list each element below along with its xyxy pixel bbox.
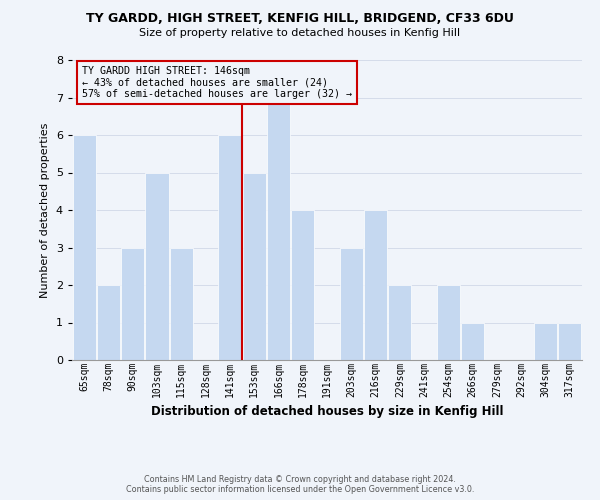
- Bar: [242, 172, 266, 360]
- Bar: [170, 248, 193, 360]
- Y-axis label: Number of detached properties: Number of detached properties: [40, 122, 50, 298]
- Text: Size of property relative to detached houses in Kenfig Hill: Size of property relative to detached ho…: [139, 28, 461, 38]
- Bar: [73, 135, 95, 360]
- Bar: [267, 98, 290, 360]
- Bar: [364, 210, 387, 360]
- Bar: [121, 248, 144, 360]
- Bar: [97, 285, 120, 360]
- Text: TY GARDD, HIGH STREET, KENFIG HILL, BRIDGEND, CF33 6DU: TY GARDD, HIGH STREET, KENFIG HILL, BRID…: [86, 12, 514, 26]
- Bar: [534, 322, 557, 360]
- Bar: [218, 135, 241, 360]
- Bar: [291, 210, 314, 360]
- X-axis label: Distribution of detached houses by size in Kenfig Hill: Distribution of detached houses by size …: [151, 405, 503, 418]
- Bar: [559, 322, 581, 360]
- Bar: [437, 285, 460, 360]
- Text: TY GARDD HIGH STREET: 146sqm
← 43% of detached houses are smaller (24)
57% of se: TY GARDD HIGH STREET: 146sqm ← 43% of de…: [82, 66, 352, 99]
- Bar: [461, 322, 484, 360]
- Bar: [388, 285, 412, 360]
- Bar: [145, 172, 169, 360]
- Text: Contains HM Land Registry data © Crown copyright and database right 2024.
Contai: Contains HM Land Registry data © Crown c…: [126, 474, 474, 494]
- Bar: [340, 248, 363, 360]
